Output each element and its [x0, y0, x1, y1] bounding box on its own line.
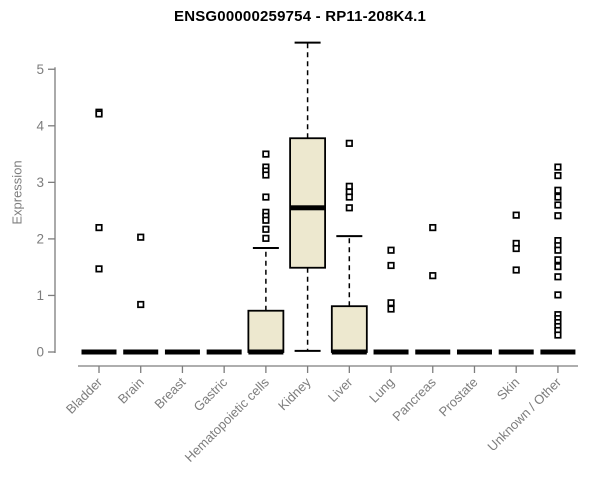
outlier-point-liver	[345, 204, 353, 212]
outlier-point-lung	[387, 299, 395, 307]
outlier-point-skin	[512, 211, 520, 219]
outlier-point-hematopoietic-cells	[262, 171, 270, 179]
outlier-point-unknown-other	[554, 212, 562, 220]
outlier-point-unknown-other	[554, 171, 562, 180]
outlier-point-pancreas	[429, 223, 437, 232]
x-category-label-breast: Breast	[151, 374, 188, 411]
outlier-point-hematopoietic-cells	[262, 216, 270, 224]
y-tick-label: 3	[36, 175, 44, 190]
median-skin	[498, 349, 534, 355]
x-category-label-prostate: Prostate	[436, 375, 481, 420]
outlier-point-lung	[387, 261, 395, 270]
x-category-label-bladder: Bladder	[63, 374, 106, 417]
outlier-point-liver	[345, 182, 353, 190]
box-kidney	[289, 137, 327, 269]
outlier-point-skin	[512, 266, 520, 274]
outlier-point-hematopoietic-cells	[262, 225, 270, 233]
outlier-point-brain	[137, 300, 145, 309]
x-category-label-brain: Brain	[115, 375, 147, 407]
x-category-label-liver: Liver	[325, 374, 356, 405]
outlier-point-hematopoietic-cells	[262, 193, 270, 201]
outlier-point-unknown-other	[554, 256, 562, 264]
x-category-label-pancreas: Pancreas	[389, 374, 439, 424]
y-tick-label: 0	[36, 345, 44, 360]
y-tick-label: 5	[36, 62, 44, 77]
outlier-point-liver	[345, 139, 353, 147]
median-liver	[331, 349, 367, 355]
outlier-point-liver	[345, 193, 353, 201]
median-bladder	[81, 349, 117, 355]
median-gastric	[206, 349, 242, 355]
median-breast	[164, 349, 200, 355]
outlier-point-bladder	[95, 265, 103, 273]
outlier-point-unknown-other	[554, 246, 562, 254]
outlier-point-hematopoietic-cells	[262, 150, 270, 158]
x-category-label-gastric: Gastric	[191, 374, 231, 414]
outlier-point-unknown-other	[554, 263, 562, 271]
median-lung	[373, 349, 409, 355]
median-kidney	[290, 205, 326, 211]
outlier-point-brain	[137, 233, 145, 241]
y-tick-label: 2	[36, 231, 44, 246]
median-unknown-other	[540, 349, 576, 355]
x-category-label-skin: Skin	[494, 375, 522, 403]
outlier-point-skin	[512, 244, 520, 253]
y-tick-label: 1	[36, 288, 44, 303]
median-brain	[123, 349, 159, 355]
outlier-point-unknown-other	[554, 201, 562, 209]
outlier-point-bladder	[95, 110, 103, 118]
outlier-point-lung	[387, 305, 395, 313]
median-prostate	[456, 349, 492, 355]
outlier-point-pancreas	[429, 272, 437, 280]
outlier-point-hematopoietic-cells	[262, 234, 270, 242]
x-category-label-lung: Lung	[366, 375, 397, 406]
y-tick-label: 4	[36, 118, 44, 133]
outlier-point-unknown-other	[554, 291, 562, 299]
outlier-point-unknown-other	[554, 163, 562, 171]
box-liver	[330, 305, 368, 353]
x-category-label-kidney: Kidney	[275, 374, 314, 413]
outlier-point-unknown-other	[554, 273, 562, 281]
chart-title: ENSG00000259754 - RP11-208K4.1	[173, 8, 426, 25]
box-hematopoietic-cells	[247, 309, 285, 353]
y-axis-label: Expression	[9, 160, 25, 225]
outlier-point-unknown-other	[554, 186, 562, 194]
x-category-label-unknown-other: Unknown / Other	[484, 374, 564, 454]
median-hematopoietic-cells	[248, 349, 284, 355]
outlier-point-lung	[387, 246, 395, 254]
median-pancreas	[415, 349, 451, 355]
outlier-point-bladder	[95, 223, 103, 232]
outlier-point-unknown-other	[554, 193, 562, 201]
outlier-point-unknown-other	[554, 331, 562, 339]
